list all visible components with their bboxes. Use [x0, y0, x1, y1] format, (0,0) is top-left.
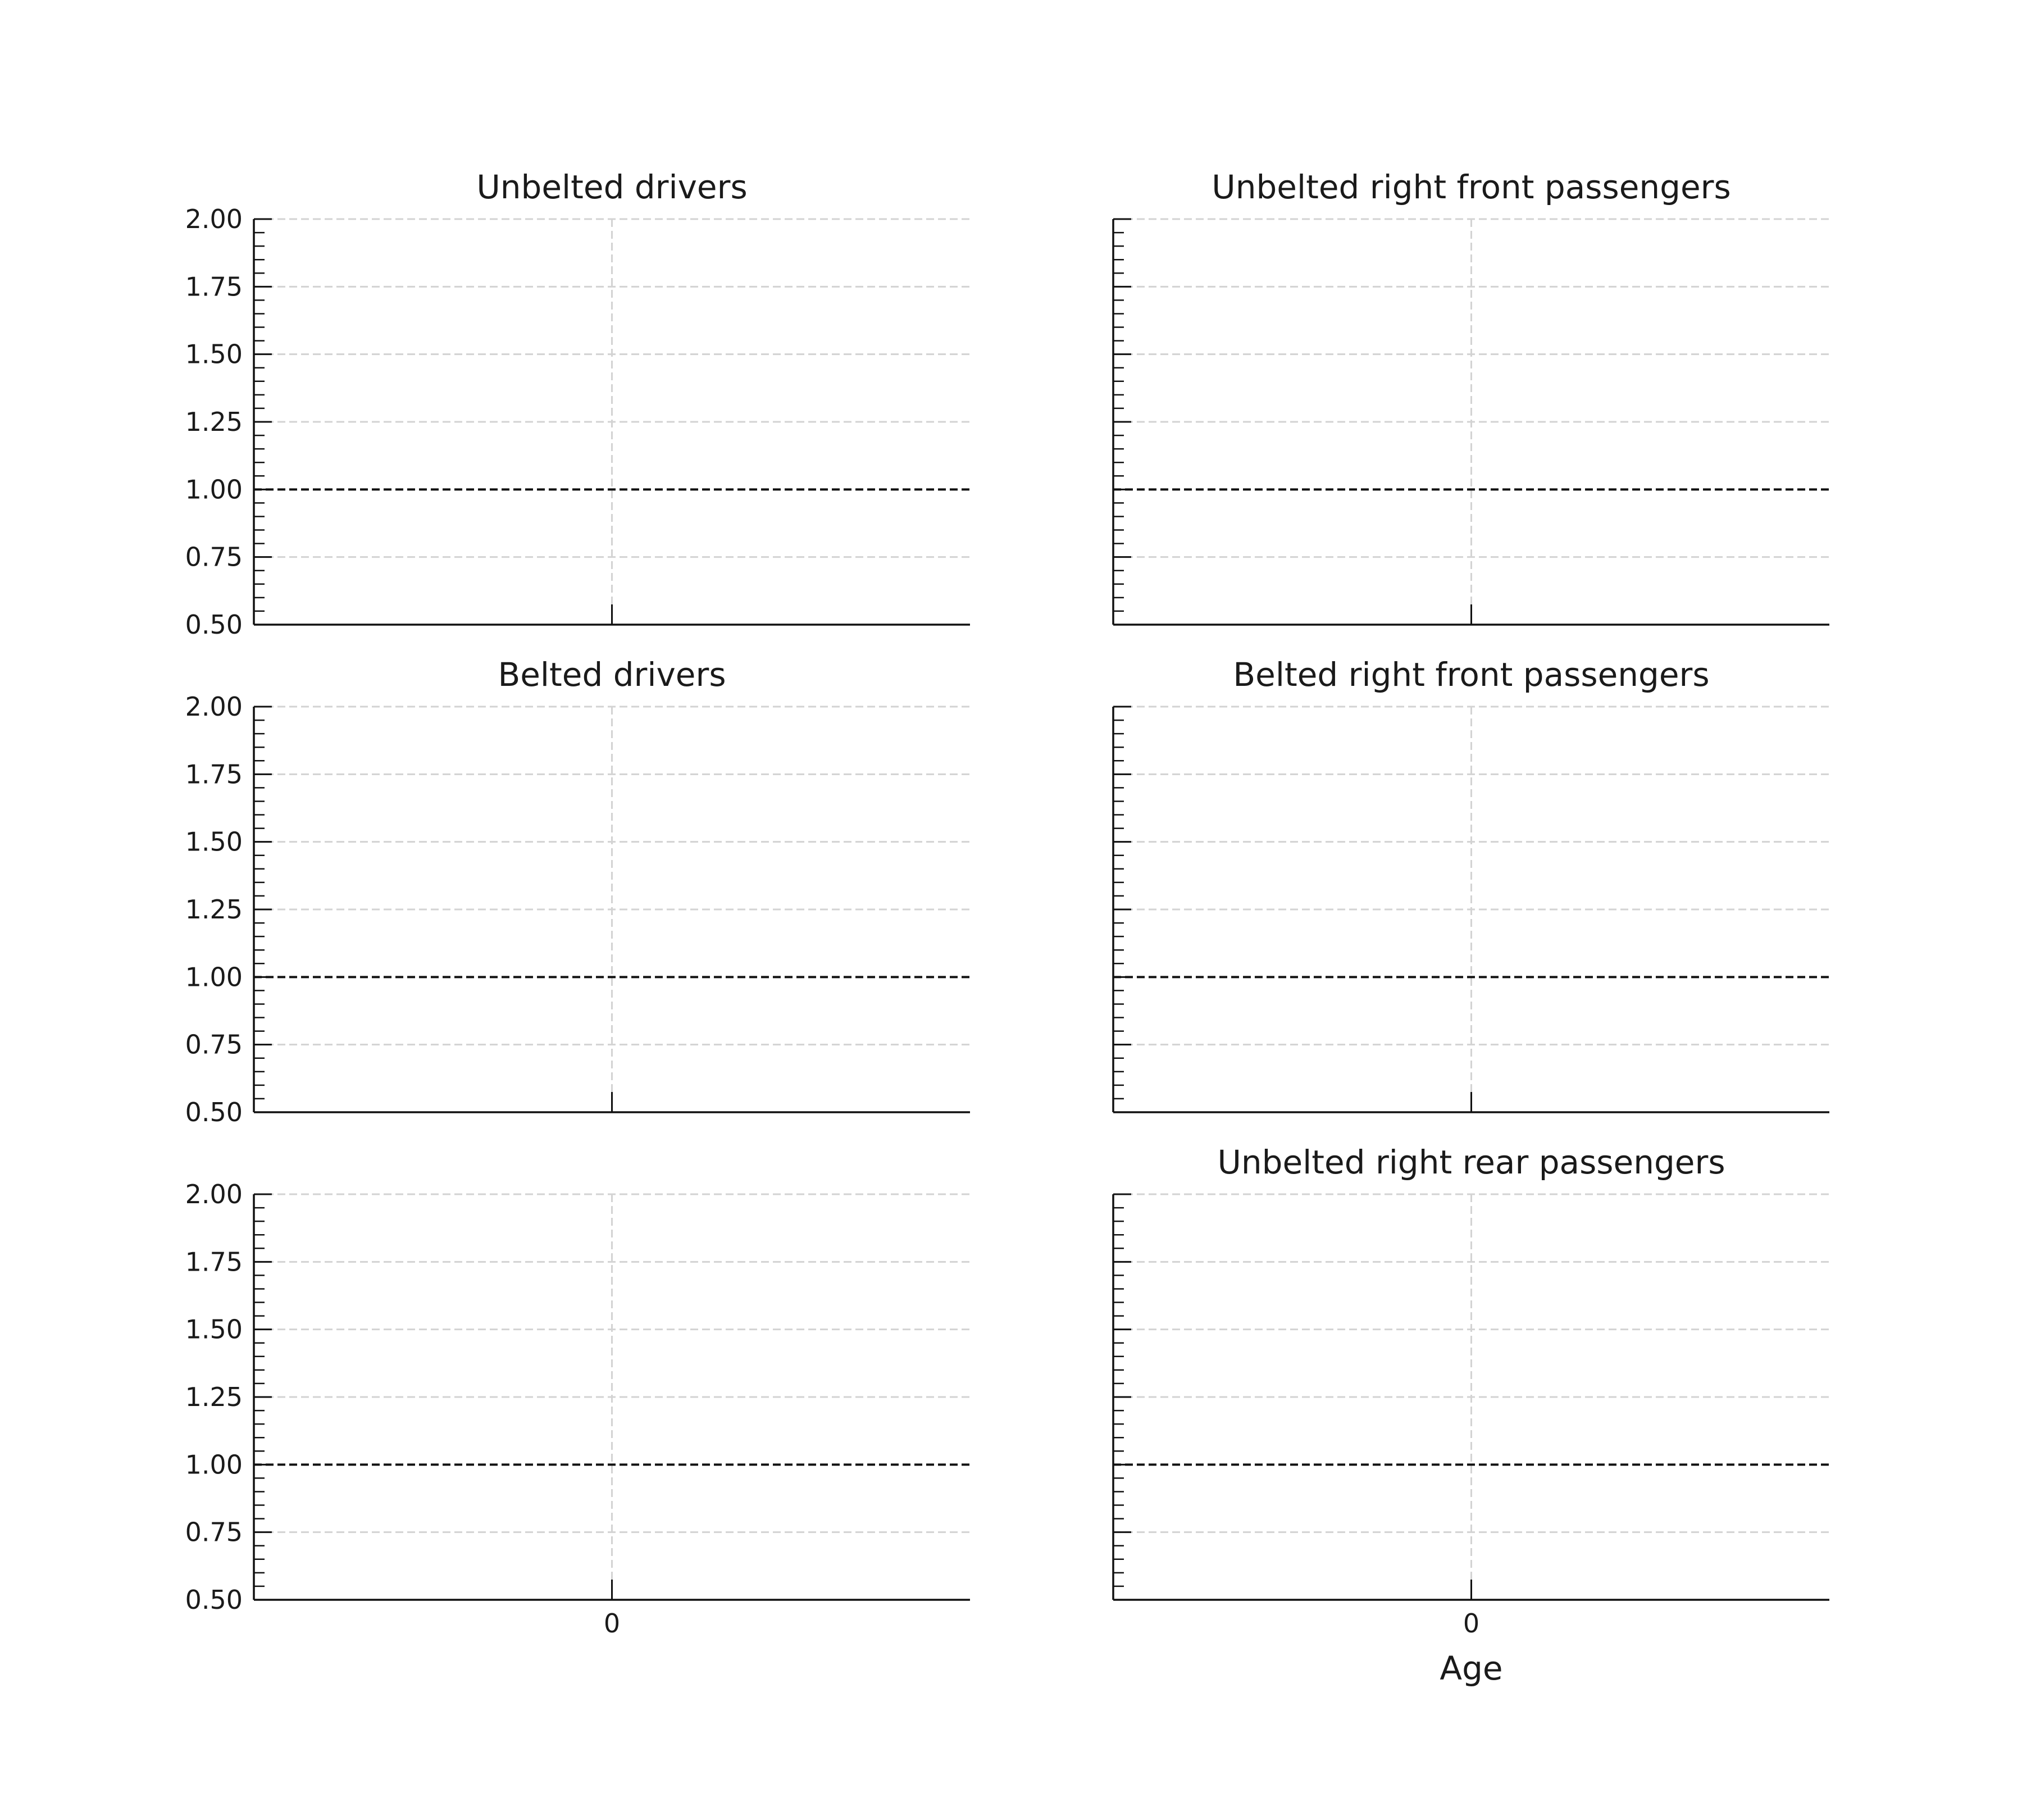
y-tick-label: 1.25: [185, 407, 243, 437]
y-tick-label: 0.75: [185, 1517, 243, 1548]
panel-title: Unbelted right rear passengers: [1217, 1143, 1725, 1181]
y-tick-label: 1.50: [185, 827, 243, 857]
y-tick-label: 0.50: [185, 1097, 243, 1127]
y-tick-label: 2.00: [185, 1179, 243, 1209]
panel-1: 0.50 0.75 1.00 1.25 1.50 1.75 2.00 Unbelted dri…: [185, 168, 970, 640]
y-tick-label: 1.75: [185, 759, 243, 789]
y-tick-label: 0.75: [185, 1030, 243, 1060]
panel-title: Belted right front passengers: [1233, 656, 1709, 694]
y-tick-label: 2.00: [185, 691, 243, 722]
panel-5: 0.50 0.75 1.00 1.25 1.50 1.75 2.00 0: [185, 1179, 970, 1639]
y-tick-label: 1.75: [185, 271, 243, 302]
panel-6: 0 Unbelted right rear passengers Age: [1112, 1143, 1829, 1687]
panel-title: Belted drivers: [498, 656, 726, 694]
y-tick-label: 1.75: [185, 1246, 243, 1277]
panel-title: Unbelted right front passengers: [1212, 168, 1730, 206]
y-tick-label: 1.25: [185, 1382, 243, 1412]
x-tick-label: 0: [1463, 1608, 1479, 1639]
panel-3: 0.50 0.75 1.00 1.25 1.50 1.75 2.00 Belted drive…: [185, 656, 970, 1127]
y-tick-label: 1.00: [185, 1449, 243, 1480]
y-tick-label: 1.50: [185, 1314, 243, 1345]
y-tick-label: 1.00: [185, 962, 243, 992]
panel-2: Unbelted right front passengers: [1112, 168, 1829, 626]
panel-4: Belted right front passengers: [1112, 656, 1829, 1113]
y-tick-label: 1.50: [185, 339, 243, 370]
panel-title: Unbelted drivers: [476, 168, 747, 206]
y-tick-label: 0.50: [185, 1585, 243, 1615]
x-axis-label: Age: [1440, 1649, 1502, 1687]
y-tick-label: 0.50: [185, 609, 243, 640]
y-tick-label: 1.00: [185, 474, 243, 504]
y-tick-label: 1.25: [185, 894, 243, 925]
y-tick-label: 2.00: [185, 204, 243, 234]
y-tick-label: 0.75: [185, 542, 243, 572]
x-tick-label: 0: [604, 1608, 620, 1639]
